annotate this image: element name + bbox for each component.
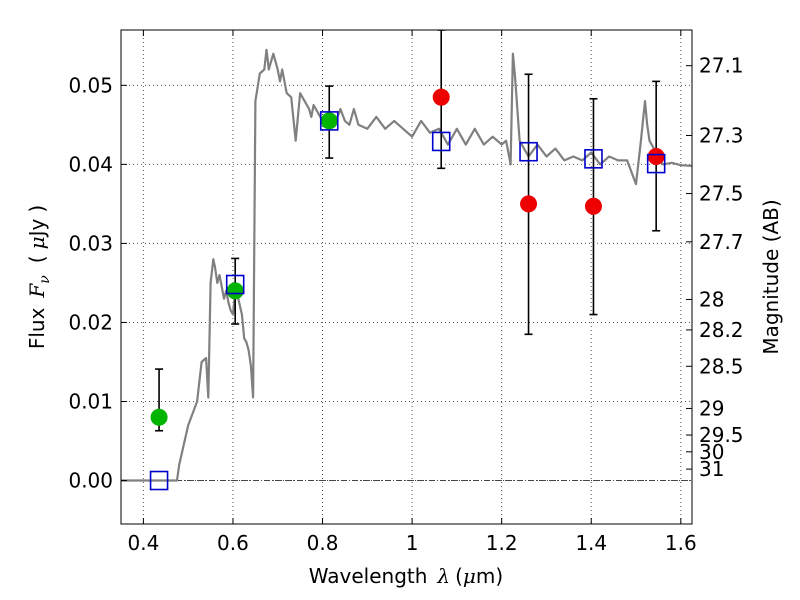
y-tick-label: 0.05 (68, 73, 113, 97)
y-tick-label: 0.01 (68, 389, 113, 413)
x-axis-label-lambda: λ (436, 564, 450, 588)
x-tick-label: 1.4 (575, 531, 607, 555)
y-axis-label-unit: Jy (25, 218, 49, 238)
y-axis-label-paren-close: ) (25, 205, 49, 213)
magnitude-tick-label: 30 (699, 440, 724, 464)
x-axis-label-word: Wavelength (309, 564, 428, 588)
magnitude-tick-label: 27.7 (699, 230, 744, 254)
x-axis-label-unit: m) (476, 564, 503, 588)
data-markers (149, 88, 666, 491)
model-flux-square (225, 274, 245, 295)
magnitude-tick-label: 29 (699, 396, 724, 420)
photometry-point (226, 282, 244, 300)
plot-background (121, 30, 692, 524)
magnitude-tick-label: 28.5 (699, 354, 744, 378)
plot-frame (120, 29, 693, 525)
magnitude-tick-label: 29.5 (699, 423, 744, 447)
photometry-point (320, 112, 338, 130)
magnitude-axis-label: Magnitude (AB) (759, 199, 783, 354)
y-axis-label-f: F (25, 283, 49, 299)
y-tick-label: 0.00 (68, 469, 113, 493)
y-axis-label: Flux Fν ( μJy) (25, 205, 53, 349)
model-flux-square (431, 131, 451, 152)
magnitude-tick-label: 28 (699, 287, 724, 311)
model-flux-square (519, 141, 538, 162)
x-tick-label: 0.4 (127, 531, 159, 555)
model-flux-square (646, 153, 666, 174)
photometry-point (584, 197, 602, 215)
magnitude-tick-label: 27.1 (699, 54, 744, 78)
y-axis-label-paren-open: ( (25, 255, 49, 263)
y-axis-ticks: 0.00 0.01 0.02 0.03 0.04 0.05 (68, 73, 127, 493)
y-tick-label: 0.03 (68, 231, 113, 255)
magnitude-tick-label: 27.3 (699, 123, 744, 147)
magnitude-tick-label: 31 (699, 457, 724, 481)
y-axis-label-nu: ν (37, 275, 53, 284)
photometry-point (150, 408, 168, 426)
y-tick-label: 0.04 (68, 152, 113, 176)
x-tick-label: 0.8 (307, 531, 339, 555)
x-tick-label: 1.2 (486, 531, 518, 555)
x-tick-label: 1 (406, 531, 419, 555)
x-axis-label-paren: ( (455, 564, 463, 588)
magnitude-tick-label: 28.2 (699, 318, 744, 342)
photometry-point (647, 147, 665, 165)
model-flux-square (319, 111, 339, 131)
photometry-point (432, 88, 450, 106)
x-axis-label-mu: μ (463, 564, 476, 588)
magnitude-tick-label: 27.5 (699, 182, 744, 206)
y-tick-label: 0.02 (68, 310, 113, 334)
x-axis-label: Wavelength λ (μm) (309, 564, 503, 588)
model-flux-square (584, 149, 603, 169)
x-tick-label: 0.6 (217, 531, 249, 555)
x-tick-label: 1.6 (665, 531, 697, 555)
photometry-point (520, 195, 538, 213)
x-axis-ticks: 0.4 0.6 0.8 1 1.2 1.4 1.6 (127, 30, 697, 555)
y-axis-label-mu: μ (25, 236, 49, 249)
model-flux-square (149, 470, 169, 491)
y-axis-label-word: Flux (25, 307, 49, 349)
